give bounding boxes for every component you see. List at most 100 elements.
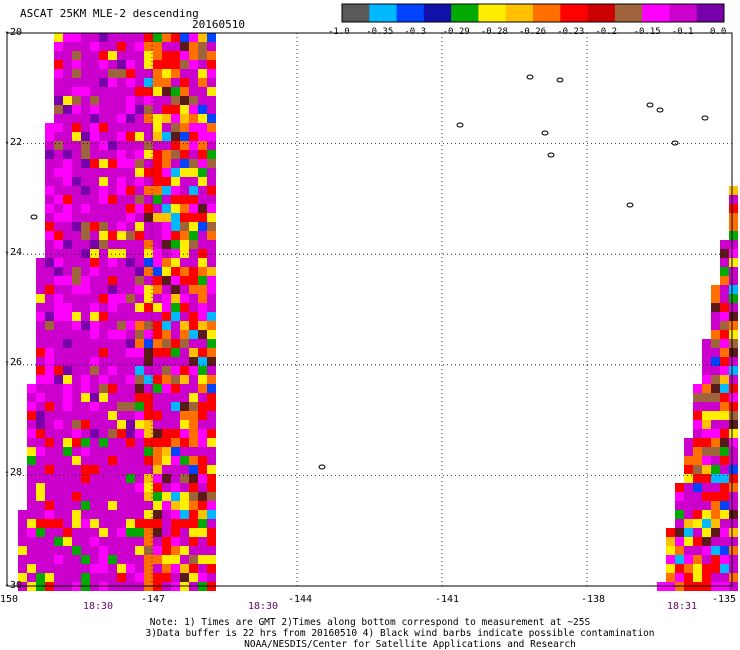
data-cell — [666, 564, 675, 573]
data-cell — [189, 132, 198, 141]
data-cell — [171, 33, 180, 42]
data-cell — [99, 294, 108, 303]
data-cell — [171, 402, 180, 411]
data-cell — [711, 312, 720, 321]
data-cell — [45, 348, 54, 357]
data-cell — [189, 474, 198, 483]
data-cell — [81, 339, 90, 348]
data-cell — [126, 150, 135, 159]
data-cell — [180, 384, 189, 393]
data-cell — [126, 384, 135, 393]
data-cell — [153, 456, 162, 465]
data-cell — [99, 177, 108, 186]
data-cell — [153, 51, 162, 60]
data-cell — [90, 456, 99, 465]
data-cell — [711, 492, 720, 501]
data-cell — [207, 240, 216, 249]
data-cell — [72, 294, 81, 303]
data-cell — [711, 465, 720, 474]
data-cell — [711, 303, 720, 312]
data-cell — [90, 285, 99, 294]
data-cell — [711, 339, 720, 348]
data-cell — [36, 438, 45, 447]
data-cell — [711, 294, 720, 303]
data-cell — [711, 375, 720, 384]
data-cell — [171, 294, 180, 303]
data-cell — [729, 447, 738, 456]
data-cell — [720, 402, 729, 411]
data-cell — [117, 312, 126, 321]
data-cell — [108, 447, 117, 456]
data-cell — [189, 339, 198, 348]
data-cell — [36, 447, 45, 456]
data-cell — [81, 249, 90, 258]
data-cell — [135, 339, 144, 348]
data-cell — [126, 447, 135, 456]
data-cell — [117, 258, 126, 267]
data-cell — [99, 33, 108, 42]
data-cell — [90, 348, 99, 357]
data-cell — [72, 150, 81, 159]
island — [656, 107, 664, 113]
data-cell — [171, 285, 180, 294]
data-cell — [36, 312, 45, 321]
data-cell — [117, 96, 126, 105]
data-cell — [198, 366, 207, 375]
data-cell — [108, 555, 117, 564]
data-cell — [666, 528, 675, 537]
data-cell — [27, 465, 36, 474]
data-cell — [81, 366, 90, 375]
data-cell — [198, 321, 207, 330]
data-cell — [99, 546, 108, 555]
data-cell — [153, 447, 162, 456]
data-cell — [36, 366, 45, 375]
data-cell — [666, 555, 675, 564]
data-cell — [162, 78, 171, 87]
data-cell — [153, 384, 162, 393]
data-cell — [189, 42, 198, 51]
data-cell — [54, 357, 63, 366]
data-cell — [189, 276, 198, 285]
data-cell — [126, 222, 135, 231]
data-cell — [162, 294, 171, 303]
data-cell — [36, 465, 45, 474]
data-cell — [144, 150, 153, 159]
data-cell — [117, 339, 126, 348]
data-cell — [162, 375, 171, 384]
data-cell — [189, 510, 198, 519]
data-cell — [144, 384, 153, 393]
data-cell — [72, 330, 81, 339]
data-cell — [126, 285, 135, 294]
data-cell — [81, 177, 90, 186]
island — [547, 152, 555, 158]
data-cell — [198, 483, 207, 492]
data-cell — [693, 456, 702, 465]
data-cell — [144, 321, 153, 330]
data-cell — [198, 51, 207, 60]
data-cell — [162, 195, 171, 204]
data-cell — [63, 285, 72, 294]
data-cell — [135, 33, 144, 42]
data-cell — [144, 411, 153, 420]
data-cell — [108, 123, 117, 132]
data-cell — [54, 69, 63, 78]
data-cell — [90, 402, 99, 411]
data-cell — [36, 456, 45, 465]
data-cell — [180, 339, 189, 348]
data-cell — [108, 159, 117, 168]
data-cell — [693, 384, 702, 393]
data-cell — [729, 501, 738, 510]
data-cell — [171, 537, 180, 546]
data-cell — [99, 339, 108, 348]
data-cell — [108, 222, 117, 231]
data-cell — [63, 573, 72, 582]
data-cell — [27, 537, 36, 546]
data-cell — [171, 276, 180, 285]
data-cell — [27, 420, 36, 429]
data-cell — [72, 312, 81, 321]
data-cell — [72, 204, 81, 213]
data-cell — [45, 573, 54, 582]
data-cell — [720, 276, 729, 285]
data-cell — [729, 312, 738, 321]
data-cell — [144, 393, 153, 402]
